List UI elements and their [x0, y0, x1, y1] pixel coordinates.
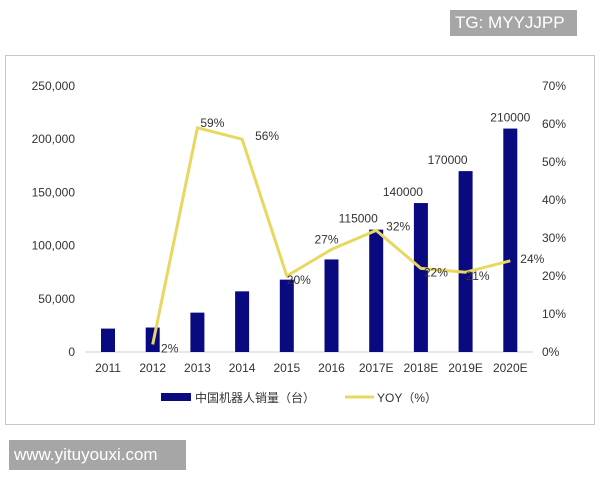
right-axis-tick-label: 50%: [542, 155, 566, 169]
line-data-label: 56%: [255, 129, 279, 143]
bar: [458, 171, 473, 352]
chart-frame: [5, 55, 595, 425]
right-axis-tick-label: 40%: [542, 193, 566, 207]
x-axis-tick-label: 2015: [273, 361, 300, 375]
left-axis-tick-label: 100,000: [32, 239, 76, 253]
x-axis-tick-label: 2020E: [493, 361, 528, 375]
line-data-label: 22%: [424, 265, 448, 279]
line-data-label: 2%: [161, 341, 179, 355]
yoy-line: [151, 126, 511, 345]
line-data-label: 59%: [200, 116, 224, 130]
x-axis-tick-label: 2018E: [404, 361, 439, 375]
watermark-bottom: www.yituyouxi.com: [9, 440, 186, 470]
bar: [190, 312, 205, 352]
right-axis-tick-label: 20%: [542, 269, 566, 283]
x-axis-tick-label: 2014: [229, 361, 256, 375]
x-axis-tick-label: 2019E: [448, 361, 483, 375]
watermark-top: TG: MYYJJPP: [450, 10, 577, 36]
bar: [324, 259, 339, 352]
bar: [279, 279, 294, 352]
right-axis-tick-label: 60%: [542, 117, 566, 131]
bar: [101, 328, 115, 352]
right-axis-tick-label: 70%: [542, 79, 566, 93]
x-axis-tick-label: 2016: [318, 361, 345, 375]
left-axis-tick-label: 150,000: [32, 185, 76, 199]
line-data-label: 27%: [314, 232, 338, 246]
bar: [413, 203, 428, 352]
line-data-label: 24%: [520, 252, 544, 266]
legend-bar-swatch: [161, 393, 191, 401]
x-axis-tick-label: 2013: [184, 361, 211, 375]
right-axis-tick-label: 10%: [542, 307, 566, 321]
x-axis-tick-label: 2012: [139, 361, 166, 375]
legend-bar-label: 中国机器人销量（台）: [195, 390, 315, 405]
line-data-label: 20%: [287, 273, 311, 287]
left-axis-tick-label: 0: [68, 345, 75, 359]
left-axis-tick-label: 50,000: [38, 292, 75, 306]
bar-data-label: 115000: [339, 212, 378, 226]
bar-data-label: 140000: [383, 185, 423, 199]
left-axis-tick-label: 200,000: [32, 132, 76, 146]
x-axis-tick-label: 2011: [95, 361, 121, 375]
bar: [503, 128, 518, 352]
bar: [235, 291, 250, 352]
right-axis-tick-label: 30%: [542, 231, 566, 245]
legend-line-label: YOY（%）: [377, 391, 437, 405]
left-axis-tick-label: 250,000: [32, 79, 76, 93]
line-data-label: 32%: [386, 219, 410, 233]
bar-data-label: 170000: [428, 153, 468, 167]
right-axis-tick-label: 0%: [542, 345, 560, 359]
bar: [369, 229, 384, 352]
bar-data-label: 210000: [490, 111, 530, 125]
x-axis-tick-label: 2017E: [359, 361, 394, 375]
line-data-label: 21%: [466, 269, 490, 283]
